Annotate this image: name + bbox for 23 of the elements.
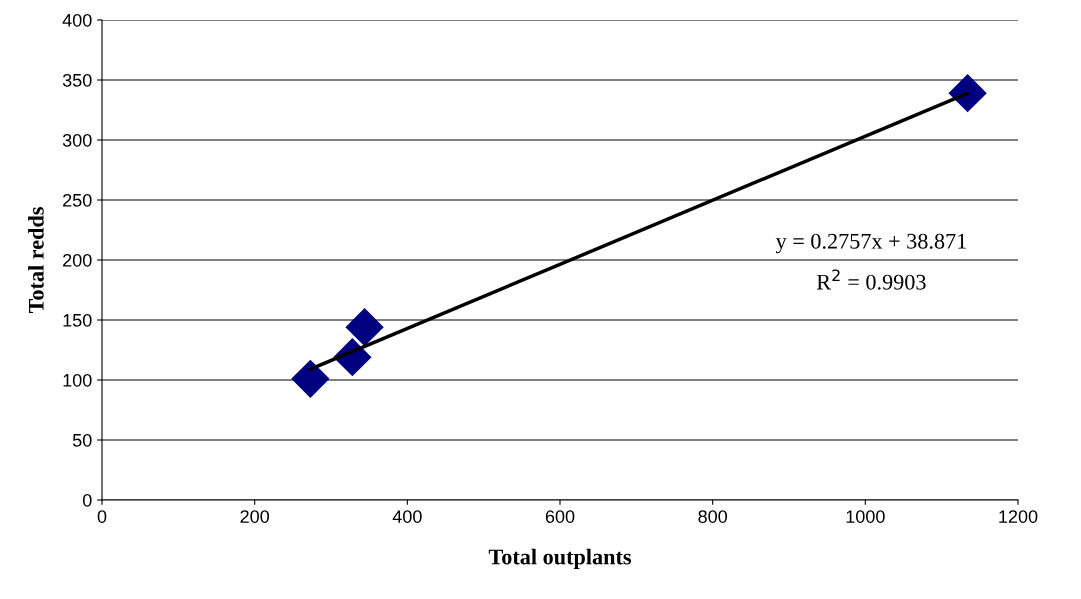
point xyxy=(345,308,384,347)
y-tick-label: 400 xyxy=(62,13,92,27)
annotation: y = 0.2757x + 38.871 xyxy=(775,233,966,254)
x-tick-label: 200 xyxy=(240,510,270,523)
y-tick-label: 250 xyxy=(63,193,92,207)
y-tick-label: 100 xyxy=(63,373,92,387)
y-tick-label: 300 xyxy=(62,133,92,147)
x-tick-label: 1200 xyxy=(999,510,1038,523)
x-tick-label: 600 xyxy=(545,510,575,523)
point xyxy=(291,359,330,398)
y-tick-label: 200 xyxy=(63,253,92,267)
point xyxy=(948,74,987,113)
y-tick-label: 0 xyxy=(82,493,92,507)
y-axis-title: Total redds xyxy=(28,207,44,314)
x-tick-label: 1000 xyxy=(846,510,885,523)
y-tick-label: 350 xyxy=(62,73,92,87)
x-tick-label: 0 xyxy=(97,510,107,523)
x-axis-title: Total outplants xyxy=(488,548,631,569)
x-tick-label: 400 xyxy=(392,510,422,523)
x-tick-label: 800 xyxy=(698,510,728,523)
y-tick-label: 50 xyxy=(72,433,92,447)
annotation: R$^{2}$ = 0.9903 xyxy=(816,269,926,290)
y-tick-label: 150 xyxy=(63,313,92,327)
